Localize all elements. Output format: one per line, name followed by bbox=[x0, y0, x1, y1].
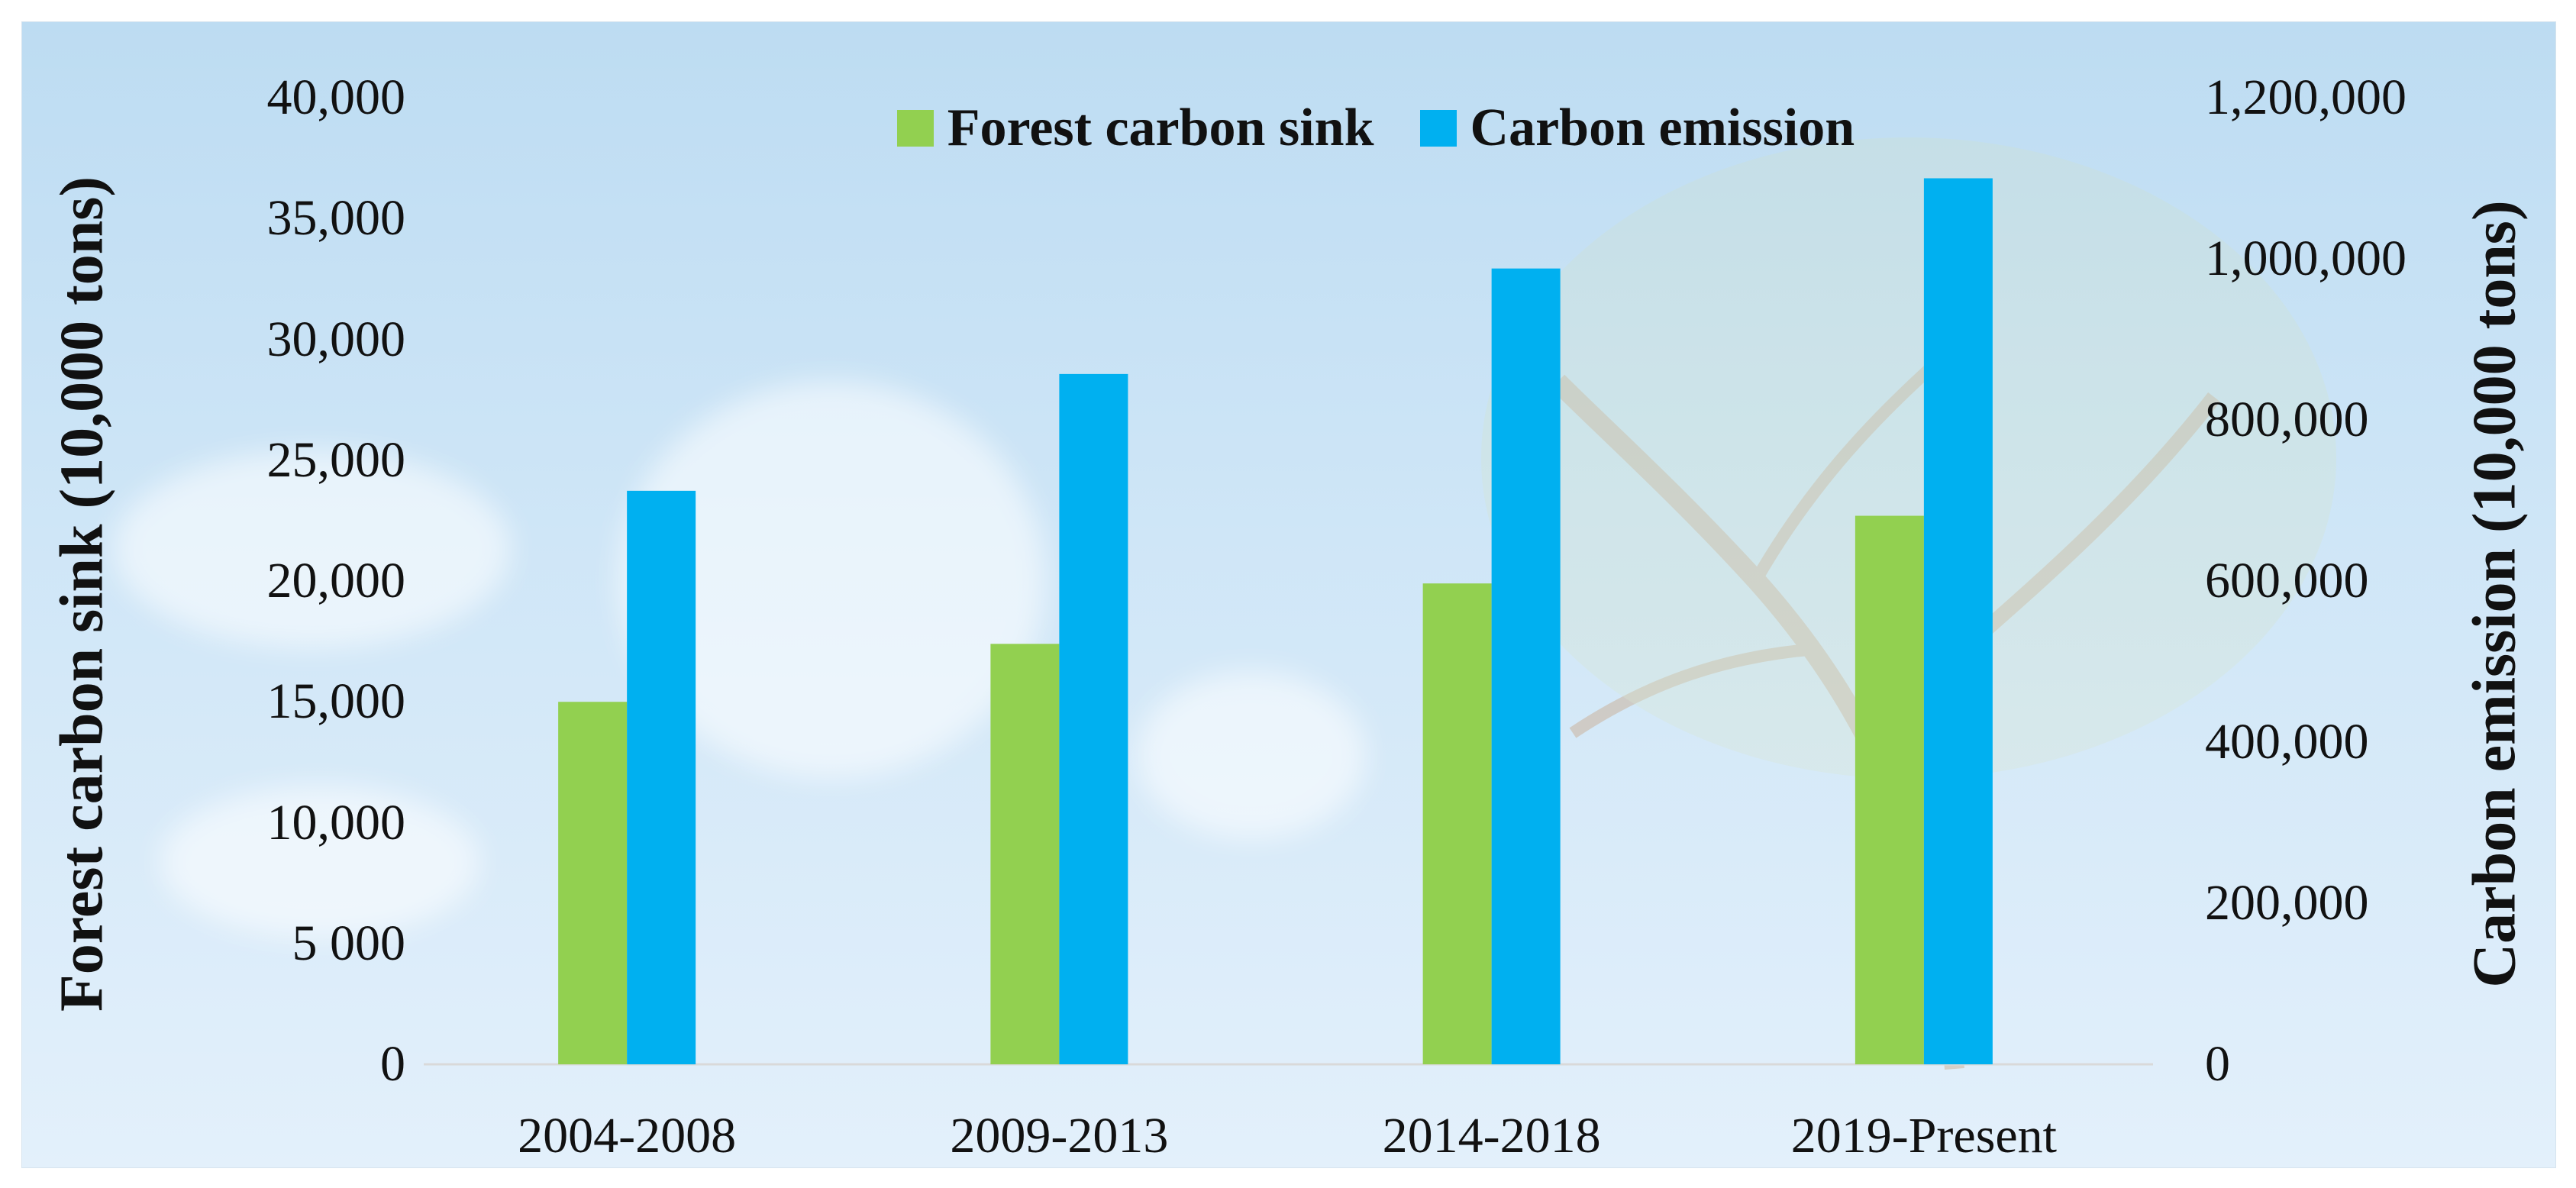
y-left-tick-label: 0 bbox=[380, 1036, 405, 1092]
bar-forest-carbon-sink-4 bbox=[1855, 515, 1924, 1064]
y-right-tick-label: 1,000,000 bbox=[2205, 231, 2407, 286]
bar-forest-carbon-sink-3 bbox=[1422, 583, 1492, 1064]
y-left-tick-label: 20,000 bbox=[266, 553, 406, 609]
background-cloud bbox=[160, 786, 480, 938]
bars-group bbox=[558, 178, 1993, 1064]
y-left-tick-label: 15,000 bbox=[266, 673, 406, 730]
legend: Forest carbon sink Carbon emission bbox=[0, 98, 2576, 159]
y-axis-right-label: Carbon emission (10,000 tons) bbox=[2461, 200, 2529, 988]
y-left-tick-label: 30,000 bbox=[266, 311, 406, 367]
x-tick-label: 2019-Present bbox=[1790, 1108, 2058, 1164]
bar-forest-carbon-sink-1 bbox=[558, 702, 628, 1064]
legend-swatch-sink bbox=[896, 110, 934, 147]
bar-carbon-emission-3 bbox=[1491, 268, 1561, 1064]
chart-background bbox=[21, 21, 2556, 1168]
bar-carbon-emission-4 bbox=[1923, 178, 1993, 1064]
background-cloud bbox=[1137, 671, 1366, 839]
y-left-tick-label: 40,000 bbox=[266, 69, 406, 125]
background-cloud bbox=[114, 450, 511, 648]
y-left-tick-label: 10,000 bbox=[266, 794, 406, 851]
y-right-tick-label: 1,200,000 bbox=[2205, 69, 2407, 125]
legend-label-sink: Forest carbon sink bbox=[947, 98, 1374, 157]
y-right-tick-label: 800,000 bbox=[2205, 392, 2369, 447]
bar-forest-carbon-sink-2 bbox=[990, 644, 1060, 1064]
y-right-tick-label: 0 bbox=[2205, 1036, 2230, 1092]
y-left-tick-label: 35,000 bbox=[266, 190, 406, 247]
y-axis-left-label: Forest carbon sink (10,000 tons) bbox=[48, 176, 116, 1012]
x-tick-label: 2014-2018 bbox=[1382, 1108, 1601, 1164]
y-left-tick-label: 25,000 bbox=[266, 431, 406, 488]
x-tick-label: 2004-2008 bbox=[518, 1108, 737, 1164]
x-tick-label: 2009-2013 bbox=[950, 1108, 1169, 1164]
legend-swatch-emission bbox=[1419, 110, 1457, 147]
y-right-tick-label: 400,000 bbox=[2205, 714, 2369, 770]
legend-item-emission: Carbon emission bbox=[1419, 98, 1855, 159]
bar-carbon-emission-2 bbox=[1059, 373, 1128, 1064]
y-right-tick-label: 200,000 bbox=[2205, 875, 2369, 931]
legend-label-emission: Carbon emission bbox=[1470, 98, 1855, 157]
bar-carbon-emission-1 bbox=[627, 490, 696, 1064]
y-right-tick-label: 600,000 bbox=[2205, 553, 2369, 609]
y-left-tick-label: 5 000 bbox=[292, 915, 406, 971]
legend-item-sink: Forest carbon sink bbox=[896, 98, 1374, 159]
